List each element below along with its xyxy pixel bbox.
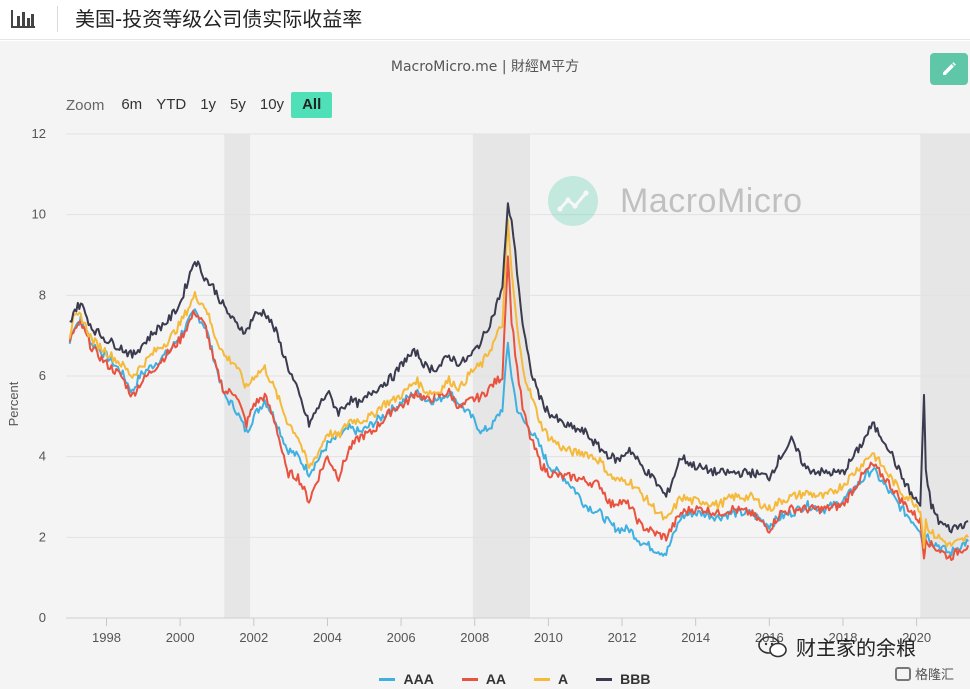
chart-header: 美国-投资等级公司债实际收益率 xyxy=(0,0,970,40)
legend-label: BBB xyxy=(620,671,651,687)
x-tick-label: 1998 xyxy=(92,630,121,645)
x-tick-label: 2004 xyxy=(313,630,342,645)
edit-button[interactable] xyxy=(930,53,968,85)
site-badge-text: 格隆汇 xyxy=(915,668,955,683)
y-tick-label: 4 xyxy=(39,449,46,464)
macromicro-logo-icon xyxy=(548,176,598,226)
x-tick-label: 2002 xyxy=(239,630,268,645)
y-axis-ticks: 0 2 4 6 8 10 12 xyxy=(32,126,46,625)
footer-brand-text: 财主家的余粮 xyxy=(796,636,916,660)
legend-swatch xyxy=(596,677,613,681)
series-line-bbb xyxy=(69,202,969,534)
legend-item-aa[interactable]: AA xyxy=(461,670,507,688)
y-tick-label: 10 xyxy=(32,207,46,222)
zoom-1y-button[interactable]: 1y xyxy=(200,96,217,113)
pencil-icon xyxy=(943,62,956,75)
zoom-label: Zoom xyxy=(66,96,105,114)
chart-credit: MacroMicro.me | 財經M平方 xyxy=(390,59,580,75)
legend-item-a[interactable]: A xyxy=(534,670,568,688)
legend-item-bbb[interactable]: BBB xyxy=(596,670,651,688)
legend-swatch xyxy=(461,677,478,681)
legend-item-aaa[interactable]: AAA xyxy=(379,670,434,688)
watermark-text: MacroMicro xyxy=(620,181,803,220)
x-axis-ticks: 1998 2000 2002 2004 2006 2008 2010 2012 2014 2016… xyxy=(92,618,931,645)
zoom-ytd-button[interactable]: YTD xyxy=(156,96,187,113)
x-tick-label: 2016 xyxy=(755,630,784,645)
x-tick-label: 2008 xyxy=(460,630,489,645)
y-tick-label: 2 xyxy=(39,529,46,544)
series-line-a xyxy=(68,218,970,549)
x-tick-label: 2018 xyxy=(829,630,858,645)
y-tick-label: 0 xyxy=(39,610,46,625)
grid-lines xyxy=(66,133,970,619)
x-tick-label: 2020 xyxy=(902,630,931,645)
zoom-selector: Zoom 6m YTD 1y 5y 10y All xyxy=(66,91,333,119)
y-axis-label: Percent xyxy=(6,381,21,426)
chart-legend: AAA AA A BBB xyxy=(0,670,970,688)
footer-brand: 财主家的余粮 xyxy=(758,632,916,661)
page-title: 美国-投资等级公司债实际收益率 xyxy=(75,7,363,31)
zoom-all-button[interactable]: All xyxy=(291,92,333,118)
x-tick-label: 2012 xyxy=(608,630,637,645)
zoom-10y-button[interactable]: 10y xyxy=(259,96,285,113)
y-tick-label: 8 xyxy=(39,287,46,302)
y-tick-label: 6 xyxy=(39,368,46,383)
x-tick-label: 2006 xyxy=(387,630,416,645)
zoom-5y-button[interactable]: 5y xyxy=(230,96,246,113)
legend-label: AA xyxy=(485,671,507,687)
x-tick-label: 2010 xyxy=(534,630,563,645)
y-tick-label: 12 xyxy=(32,126,46,141)
bar-chart-icon xyxy=(11,10,35,28)
site-logo-icon xyxy=(895,666,911,681)
series-lines xyxy=(68,202,970,561)
legend-label: A xyxy=(558,671,569,687)
series-line-aa xyxy=(68,255,970,561)
legend-swatch xyxy=(534,677,551,681)
watermark: MacroMicro xyxy=(548,176,803,226)
wechat-icon xyxy=(758,635,787,657)
x-tick-label: 2000 xyxy=(166,630,195,645)
x-tick-label: 2014 xyxy=(681,630,710,645)
legend-swatch xyxy=(379,677,396,681)
zoom-6m-button[interactable]: 6m xyxy=(121,96,143,113)
site-badge: 格隆汇 xyxy=(895,664,954,683)
legend-label: AAA xyxy=(403,671,434,687)
header-divider xyxy=(57,6,58,32)
